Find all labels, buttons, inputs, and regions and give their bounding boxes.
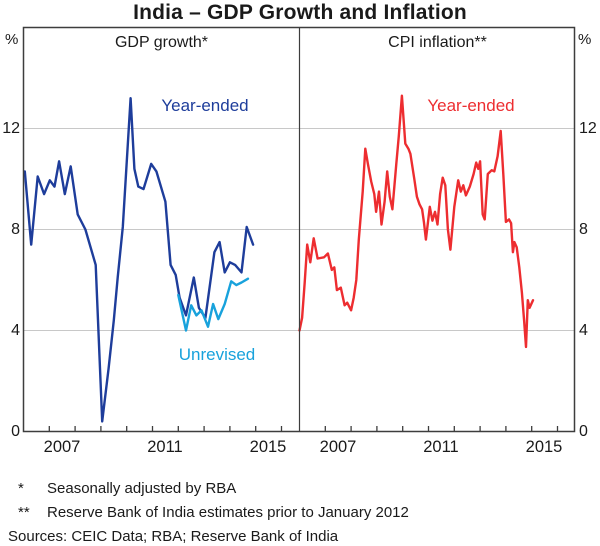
x-tick-label: 2011 [423, 438, 459, 456]
footnote-text: Reserve Bank of India estimates prior to… [47, 504, 409, 521]
y-tick-label: 0 [579, 423, 588, 440]
footnote-marker: ** [18, 504, 30, 521]
y-axis-unit-right: % [578, 31, 592, 48]
x-tick-label: 2011 [147, 438, 183, 456]
x-tick-label: 2015 [249, 438, 287, 456]
series-line-gdp-unrevised [177, 277, 250, 332]
series-line-cpi-year-ended [298, 94, 535, 349]
y-axis-unit-left: % [5, 31, 19, 48]
panel-title-cpi-inflation: CPI inflation** [388, 34, 487, 51]
x-tick-label: 2007 [319, 438, 357, 456]
panel-title-gdp-growth: GDP growth* [114, 34, 209, 51]
y-tick-label: 4 [579, 322, 588, 339]
sources-line: Sources: CEIC Data; RBA; Reserve Bank of… [8, 528, 339, 545]
y-tick-label: 12 [2, 120, 20, 137]
footnote-text: Seasonally adjusted by RBA [47, 480, 237, 497]
footnote-marker: * [18, 480, 24, 497]
series-label-cpi-year-ended: Year-ended [427, 96, 515, 115]
chart-title: India – GDP Growth and Inflation [133, 1, 467, 24]
y-tick-label: 12 [579, 120, 597, 137]
series-label-unrevised: Unrevised [178, 345, 256, 364]
x-tick-label: 2015 [525, 438, 563, 456]
series-label-gdp-year-ended: Year-ended [161, 96, 249, 115]
x-tick-label: 2007 [43, 438, 81, 456]
series-line-gdp-year-ended [23, 96, 255, 423]
y-tick-label: 0 [11, 423, 20, 440]
y-tick-label: 4 [11, 322, 20, 339]
y-tick-label: 8 [579, 221, 588, 238]
y-tick-label: 8 [11, 221, 20, 238]
